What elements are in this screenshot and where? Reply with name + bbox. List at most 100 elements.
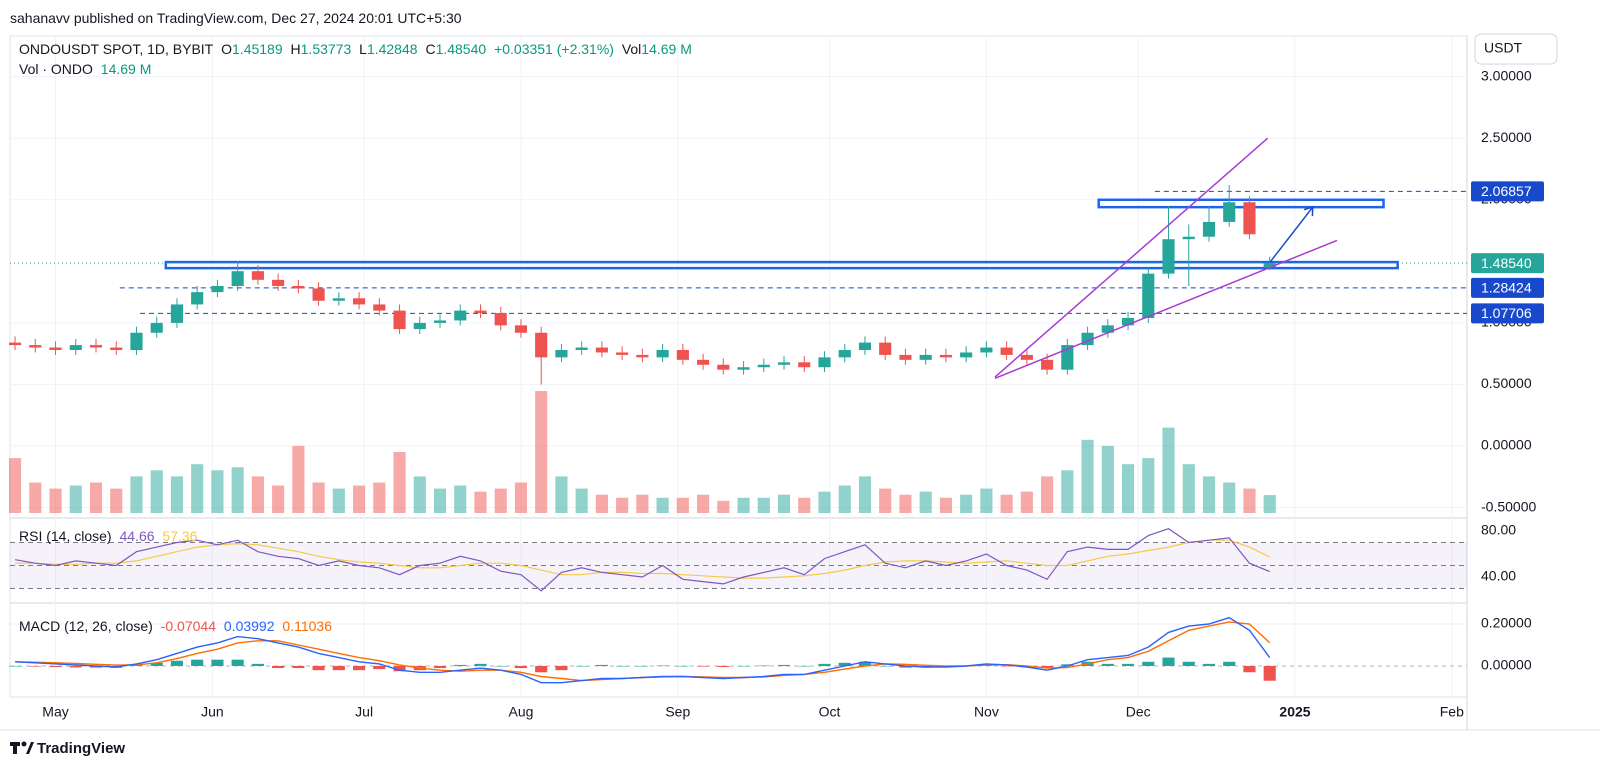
volume-bar bbox=[1223, 482, 1236, 513]
currency-button[interactable] bbox=[1474, 33, 1558, 65]
high-value: 1.53773 bbox=[300, 41, 352, 57]
candle-body bbox=[919, 354, 932, 360]
volume-bar bbox=[899, 494, 912, 513]
symbol-legend: ONDOUSDT SPOT, 1D, BYBIT O1.45189 H1.537… bbox=[19, 41, 696, 57]
candle-body bbox=[494, 313, 507, 326]
macd-histogram-bar bbox=[373, 665, 386, 670]
volume-bar bbox=[29, 482, 42, 513]
candle-body bbox=[332, 298, 345, 301]
macd-histogram-bar bbox=[1182, 661, 1195, 666]
low-value: 1.42848 bbox=[366, 41, 418, 57]
volume-bar bbox=[535, 391, 548, 513]
candle-body bbox=[697, 359, 710, 365]
symbol: ONDOUSDT SPOT, 1D, BYBIT bbox=[19, 41, 214, 57]
candle-body bbox=[191, 292, 204, 305]
macd-histogram-bar bbox=[757, 665, 770, 667]
y-tick-label: 0.50000 bbox=[1481, 375, 1532, 391]
macd-histogram-bar bbox=[555, 665, 568, 671]
macd-histogram-bar bbox=[1162, 657, 1175, 666]
candle-body bbox=[777, 362, 791, 365]
macd-histogram-bar bbox=[49, 665, 62, 668]
macd-histogram-bar bbox=[211, 659, 224, 666]
vol-value: 14.69 M bbox=[641, 41, 692, 57]
candle-body bbox=[595, 347, 608, 353]
macd-histogram-bar bbox=[1263, 665, 1276, 681]
candle-body bbox=[8, 342, 22, 346]
macd-histogram-bar bbox=[353, 665, 366, 671]
x-tick-label: Jul bbox=[355, 704, 373, 720]
volume-bar bbox=[1081, 439, 1094, 513]
volume-bar bbox=[474, 491, 487, 513]
volume-bar bbox=[191, 464, 204, 513]
macd-histogram-bar bbox=[231, 659, 244, 666]
volume-bar bbox=[980, 488, 993, 513]
close-value: 1.48540 bbox=[435, 41, 487, 57]
candle-body bbox=[211, 285, 224, 293]
volume-bar bbox=[393, 452, 406, 513]
candle-body bbox=[1162, 239, 1175, 274]
volume-bar bbox=[636, 494, 649, 513]
macd-histogram-bar bbox=[191, 659, 204, 666]
macd-histogram-bar bbox=[8, 665, 22, 667]
candle-body bbox=[879, 342, 892, 355]
candle-body bbox=[150, 322, 163, 333]
macd-histogram-bar bbox=[1061, 664, 1074, 666]
candle-body bbox=[798, 362, 811, 368]
macd-histogram-bar bbox=[1121, 663, 1135, 666]
candle-body bbox=[1121, 317, 1135, 326]
volume-bar bbox=[1182, 464, 1195, 513]
volume-bar bbox=[292, 445, 305, 513]
volume-bar bbox=[1263, 495, 1276, 513]
volume-bar bbox=[777, 494, 791, 513]
currency-label: USDT bbox=[1484, 40, 1523, 56]
candle-body bbox=[1263, 263, 1276, 268]
candle-body bbox=[1000, 347, 1013, 355]
x-tick-label: Feb bbox=[1440, 704, 1464, 720]
volume-bar bbox=[858, 476, 872, 513]
volume-bar bbox=[413, 476, 426, 513]
trendline bbox=[994, 239, 1338, 380]
arrow bbox=[1269, 206, 1314, 264]
macd-histogram-bar bbox=[1000, 665, 1013, 667]
candle-body bbox=[29, 345, 42, 348]
macd-histogram-bar bbox=[879, 665, 892, 667]
volume-bar bbox=[8, 458, 22, 513]
ohlc-label: L bbox=[359, 41, 367, 57]
candle-body bbox=[251, 271, 264, 280]
volume-bar bbox=[919, 491, 932, 513]
volume-bar bbox=[555, 476, 568, 513]
volume-bar bbox=[130, 476, 143, 513]
x-tick-label: Nov bbox=[974, 704, 999, 720]
x-tick-label: Aug bbox=[509, 704, 534, 720]
candle-body bbox=[1101, 325, 1114, 333]
candle-body bbox=[1041, 359, 1054, 370]
volume-bar bbox=[1162, 427, 1175, 513]
volume-bar bbox=[960, 494, 973, 513]
x-tick-label: Jun bbox=[201, 704, 224, 720]
volume-bar bbox=[353, 485, 366, 513]
volume-bar bbox=[737, 497, 750, 513]
volume-bar bbox=[595, 494, 608, 513]
macd-histogram-bar bbox=[798, 665, 811, 667]
macd-histogram-bar bbox=[393, 665, 406, 672]
volume-bar bbox=[798, 497, 811, 513]
candle-body bbox=[838, 349, 851, 358]
volume-bar bbox=[110, 488, 123, 513]
macd-histogram-bar bbox=[1223, 661, 1236, 666]
macd-histogram-bar bbox=[595, 664, 608, 666]
last-price-badge-bg bbox=[1471, 253, 1544, 274]
macd-histogram-bar bbox=[150, 662, 163, 666]
level-badge-bg bbox=[1471, 181, 1544, 202]
candle-body bbox=[373, 304, 386, 311]
volume-bar bbox=[272, 485, 285, 513]
candle-body bbox=[110, 347, 123, 350]
candle-body bbox=[1182, 236, 1195, 240]
volume-bar bbox=[49, 488, 62, 513]
macd-histogram-bar bbox=[777, 664, 791, 666]
candle-body bbox=[717, 364, 730, 370]
byline: sahanavv published on TradingView.com, D… bbox=[10, 10, 462, 26]
macd-histogram-bar bbox=[332, 665, 345, 671]
candle-body bbox=[49, 347, 62, 350]
